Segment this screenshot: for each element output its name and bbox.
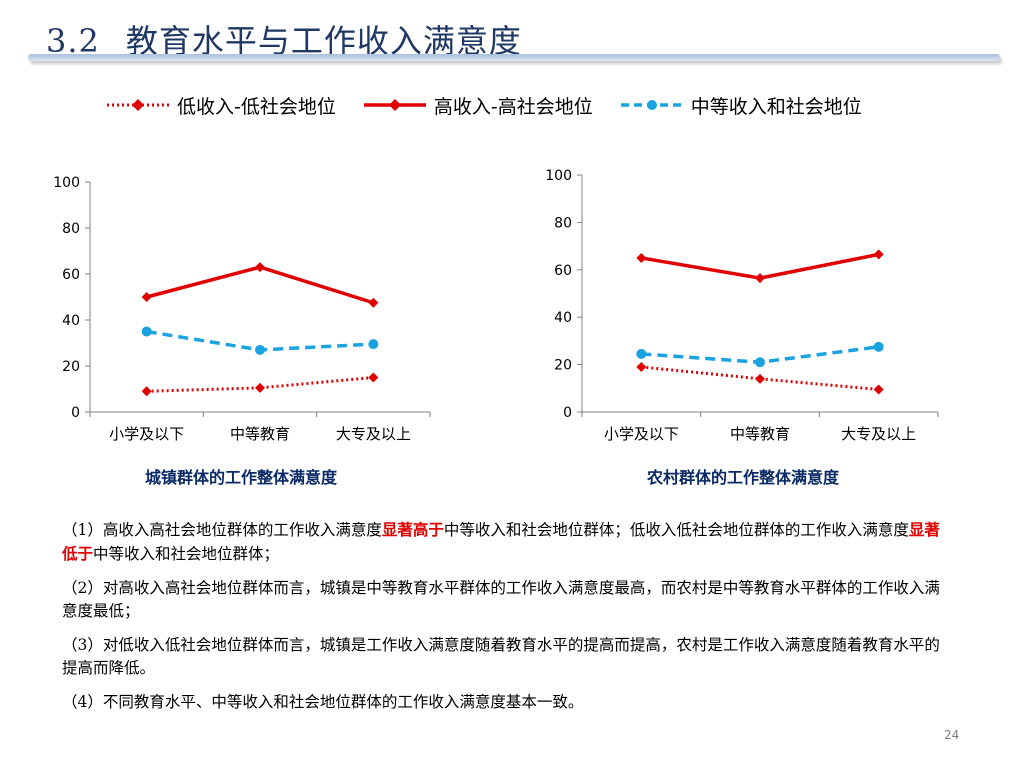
legend-label-high: 高收入-高社会地位	[433, 95, 593, 118]
legend-swatch-mid	[620, 100, 683, 110]
urban-data-point	[368, 339, 379, 350]
note-1-highlight-higher: 显著高于	[381, 520, 444, 539]
urban-x-tick-label: 中等教育	[230, 425, 290, 443]
urban-chart-title: 城镇群体的工作整体满意度	[145, 468, 338, 487]
urban-data-point	[141, 292, 152, 302]
note-1-highlight-lower: 显著低于	[62, 520, 940, 563]
slide-title: 3.2 教育水平与工作收入满意度	[46, 16, 522, 62]
rural-data-point	[755, 373, 765, 384]
legend-item-high: 高收入-高社会地位	[362, 92, 593, 119]
urban-y-tick-label: 100	[53, 175, 80, 191]
urban-y-tick-label: 60	[62, 267, 80, 283]
rural-x-tick-label: 大专及以上	[841, 425, 916, 443]
legend-swatch-low	[107, 99, 169, 111]
legend-label-mid: 中等收入和社会地位	[690, 95, 862, 118]
urban-y-tick-label: 20	[62, 359, 80, 375]
note-1: （1）高收入高社会地位群体的工作收入满意度显著高于中等收入和社会地位群体；低收入…	[62, 518, 942, 566]
note-1-text-a: （1）高收入高社会地位群体的工作收入满意度	[62, 521, 382, 539]
rural-data-point	[873, 384, 884, 395]
rural-y-tick-label: 20	[554, 358, 572, 374]
rural-chart-title: 农村群体的工作整体满意度	[647, 468, 840, 487]
rural-data-point	[873, 249, 884, 260]
note-4: （4）不同教育水平、中等收入和社会地位群体的工作收入满意度基本一致。	[62, 693, 584, 711]
urban-data-point	[255, 344, 265, 355]
urban-data-point	[141, 326, 152, 337]
legend-swatch-high	[363, 99, 426, 111]
legend-item-low: 低收入-低社会地位	[105, 92, 336, 119]
rural-x-tick-label: 小学及以下	[604, 425, 679, 443]
urban-data-point	[368, 297, 379, 308]
urban-data-point	[255, 382, 265, 393]
urban-data-point	[141, 386, 152, 397]
rural-data-point	[636, 361, 647, 372]
urban-x-tick-label: 小学及以下	[109, 425, 184, 443]
urban-y-tick-label: 0	[71, 405, 80, 421]
title-underline	[28, 54, 1000, 61]
rural-data-point	[636, 252, 647, 263]
legend-item-mid: 中等收入和社会地位	[619, 92, 862, 119]
rural-data-point	[873, 341, 884, 352]
urban-data-point	[368, 372, 379, 383]
note-1-text-c: 中等收入和社会地位群体；	[93, 545, 280, 563]
urban-x-tick-label: 大专及以上	[336, 425, 411, 443]
rural-data-point	[636, 348, 647, 359]
rural-y-tick-label: 100	[545, 168, 572, 184]
urban-y-tick-label: 80	[62, 221, 80, 237]
title-text: 教育水平与工作收入满意度	[125, 22, 522, 60]
urban-satisfaction-chart: 0 20 40 60 80 100 小学及以下 中等教育 大专及以上	[53, 175, 431, 443]
urban-series-line	[146, 265, 374, 305]
title-number: 3.2	[46, 22, 100, 60]
urban-data-point	[255, 262, 265, 273]
chart-legend: 低收入-低社会地位 高收入-高社会地位 中等收入和社会地位	[105, 90, 888, 120]
note-2: （2）对高收入高社会地位群体而言，城镇是中等教育水平群体的工作收入满意度最高，而…	[62, 579, 940, 620]
rural-y-tick-label: 0	[563, 405, 572, 421]
rural-x-tick-label: 中等教育	[730, 425, 790, 443]
legend-label-low: 低收入-低社会地位	[177, 95, 336, 118]
rural-satisfaction-chart: 0 20 40 60 80 100 小学及以下 中等教育 大专及以上	[545, 168, 939, 443]
note-3: （3）对低收入低社会地位群体而言，城镇是工作收入满意度随着教育水平的提高而提高，…	[62, 636, 940, 677]
notes-list: （1）高收入高社会地位群体的工作收入满意度显著高于中等收入和社会地位群体；低收入…	[62, 518, 942, 725]
page-number: 24	[944, 728, 960, 742]
rural-y-tick-label: 40	[554, 310, 572, 326]
rural-data-point	[755, 273, 765, 284]
note-1-text-b: 中等收入和社会地位群体；低收入低社会地位群体的工作收入满意度	[443, 521, 909, 539]
urban-y-tick-label: 40	[62, 313, 80, 329]
rural-data-point	[755, 357, 765, 368]
rural-y-tick-label: 60	[554, 263, 572, 279]
rural-y-tick-label: 80	[554, 215, 572, 231]
